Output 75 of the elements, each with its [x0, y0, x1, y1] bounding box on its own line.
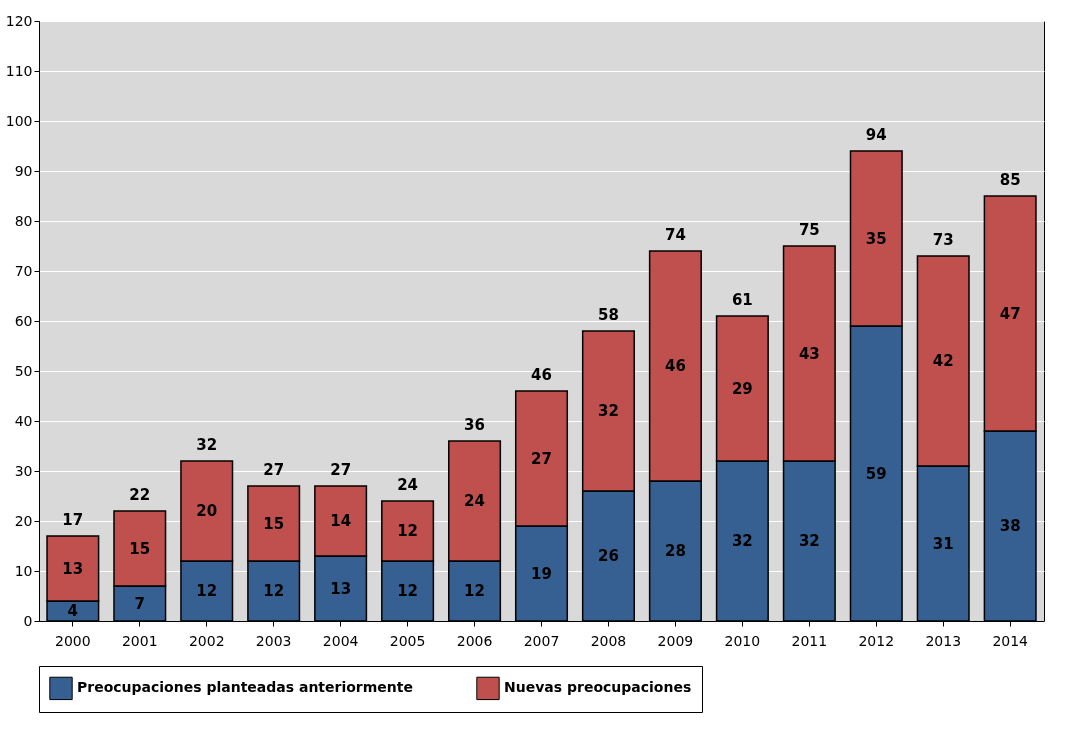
data-label: 13 — [330, 579, 352, 598]
data-label: 31 — [932, 534, 954, 553]
x-tick-label: 2000 — [54, 632, 91, 649]
total-label: 58 — [598, 306, 619, 324]
data-label: 12 — [397, 582, 419, 600]
x-tick-label: 2008 — [590, 632, 627, 649]
total-label: 94 — [865, 126, 887, 144]
data-label: 12 — [464, 582, 485, 600]
data-label: 26 — [598, 547, 619, 565]
total-label: 27 — [330, 461, 352, 479]
x-tick-label: 2013 — [925, 632, 962, 649]
data-label: 12 — [263, 582, 285, 600]
data-label: 7 — [134, 594, 145, 613]
x-tick-label: 2010 — [724, 632, 761, 649]
y-tick-label: 20 — [14, 512, 33, 529]
total-label: 74 — [664, 226, 686, 244]
total-label: 22 — [129, 486, 151, 504]
total-label: 36 — [464, 416, 485, 434]
y-tick-label: 100 — [5, 112, 33, 129]
total-label: 61 — [731, 291, 753, 309]
data-label: 32 — [598, 402, 619, 420]
y-tick-label: 60 — [14, 312, 33, 329]
data-label: 35 — [865, 229, 887, 248]
data-label: 42 — [932, 352, 954, 370]
y-tick-label: 50 — [14, 362, 33, 379]
data-label: 20 — [196, 502, 218, 520]
data-label: 32 — [731, 532, 753, 550]
y-tick-label: 30 — [14, 462, 33, 479]
x-tick-label: 2007 — [523, 632, 560, 649]
data-label: 24 — [464, 492, 485, 510]
data-label: 32 — [798, 532, 820, 550]
x-tick-label: 2001 — [121, 632, 158, 649]
x-tick-label: 2005 — [389, 632, 426, 649]
total-label: 24 — [397, 476, 419, 494]
x-tick-label: 2006 — [456, 632, 493, 649]
data-label: 46 — [664, 357, 686, 375]
y-tick-label: 120 — [5, 12, 33, 29]
y-tick-label: 110 — [5, 62, 33, 79]
x-tick-label: 2004 — [322, 632, 359, 649]
total-label: 85 — [999, 171, 1021, 189]
total-label: 75 — [798, 221, 820, 239]
data-label: 28 — [664, 542, 686, 560]
data-label: 13 — [62, 559, 84, 578]
data-label: 59 — [865, 464, 887, 483]
total-label: 46 — [531, 366, 552, 384]
data-label: 29 — [731, 379, 753, 398]
y-tick-label: 90 — [14, 162, 33, 179]
data-label: 14 — [330, 512, 352, 530]
data-label: 15 — [129, 539, 151, 558]
total-label: 27 — [263, 461, 285, 479]
y-tick-label: 80 — [14, 212, 33, 229]
x-tick-label: 2009 — [657, 632, 694, 649]
data-label: 38 — [999, 517, 1021, 535]
x-tick-label: 2014 — [992, 632, 1029, 649]
y-tick-label: 70 — [14, 262, 33, 279]
data-label: 47 — [999, 304, 1021, 323]
data-label: 19 — [531, 564, 552, 583]
total-label: 17 — [62, 511, 84, 529]
y-tick-label: 10 — [14, 562, 33, 579]
legend-label: Preocupaciones planteadas anteriormente — [77, 679, 414, 696]
x-tick-label: 2011 — [791, 632, 828, 649]
x-tick-label: 2012 — [858, 632, 895, 649]
y-tick-label: 40 — [14, 412, 33, 429]
total-label: 32 — [196, 436, 218, 454]
data-label: 15 — [263, 514, 285, 533]
data-label: 12 — [397, 522, 419, 540]
legend-label: Nuevas preocupaciones — [504, 679, 692, 696]
x-tick-label: 2003 — [255, 632, 292, 649]
y-tick-label: 0 — [23, 612, 33, 629]
data-label: 43 — [798, 344, 820, 363]
x-tick-label: 2002 — [188, 632, 225, 649]
data-label: 12 — [196, 582, 218, 600]
total-label: 73 — [932, 231, 954, 249]
data-label: 27 — [531, 449, 552, 468]
data-label: 4 — [67, 602, 79, 620]
